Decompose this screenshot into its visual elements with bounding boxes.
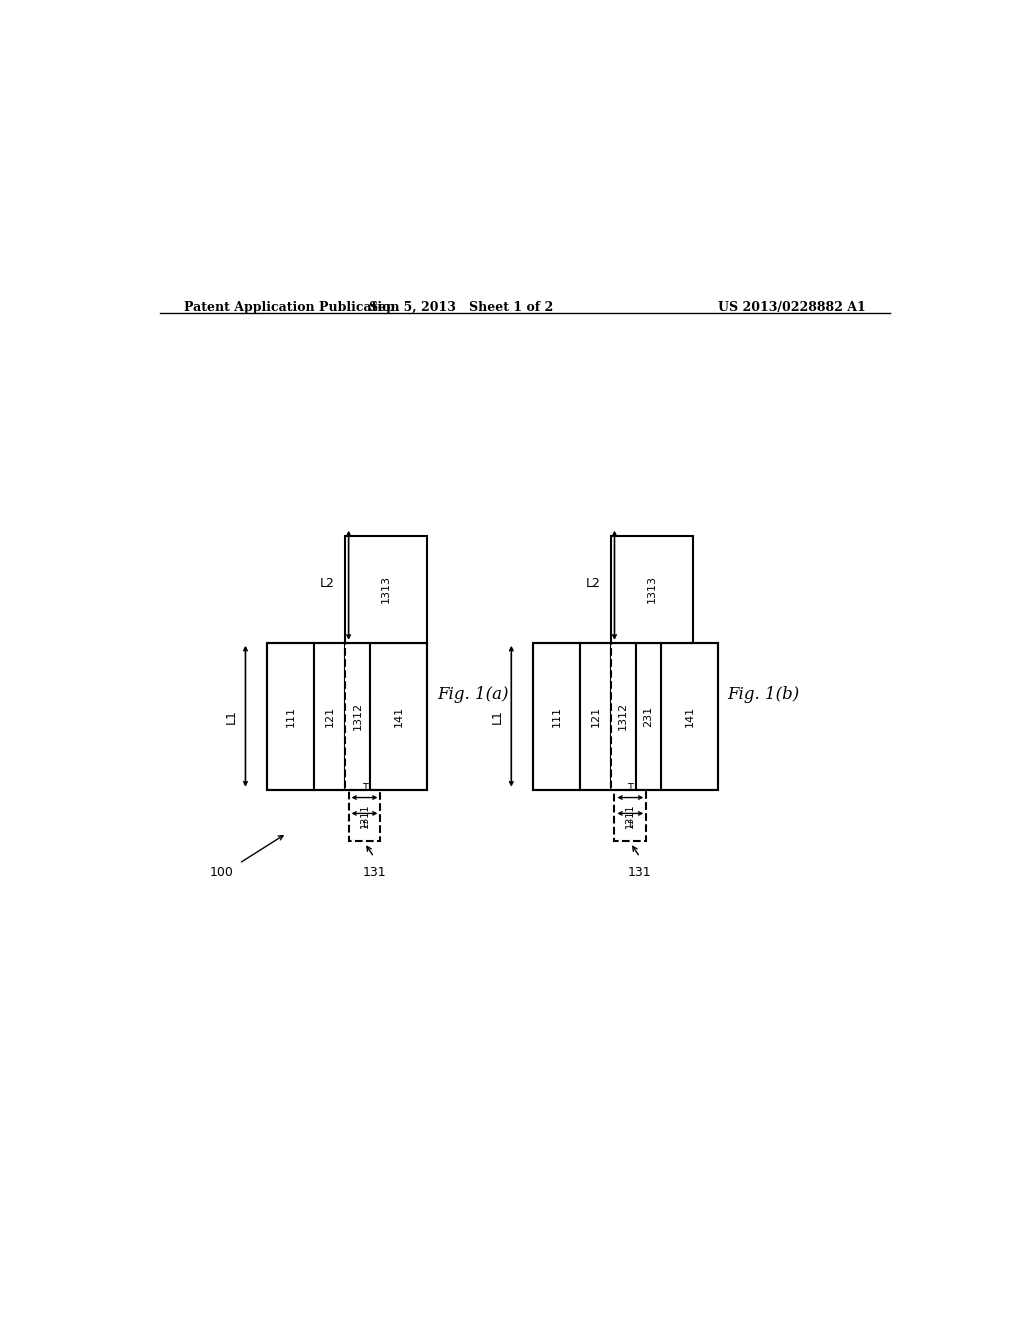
Text: 131: 131 (362, 866, 386, 879)
Bar (345, 643, 370, 789)
Text: L1: L1 (224, 709, 238, 723)
Bar (636, 643, 662, 789)
Text: 111: 111 (552, 706, 561, 727)
Text: Fig. 1(a): Fig. 1(a) (437, 686, 509, 702)
Bar (581, 643, 610, 789)
Text: 1311: 1311 (626, 803, 635, 828)
Bar (370, 643, 427, 789)
Text: T: T (628, 783, 633, 793)
Text: L2: L2 (319, 577, 335, 590)
Text: 1313: 1313 (381, 576, 391, 603)
Bar (345, 536, 427, 643)
Bar (267, 643, 314, 789)
Bar (532, 643, 581, 789)
Text: 1312: 1312 (352, 702, 362, 730)
Text: 1311: 1311 (359, 803, 370, 828)
Text: T: T (361, 783, 368, 793)
Bar (610, 643, 636, 789)
Bar (314, 643, 345, 789)
Text: L2: L2 (586, 577, 600, 590)
Bar (348, 789, 380, 841)
Text: 111: 111 (286, 706, 296, 727)
Bar (614, 789, 646, 841)
Bar (267, 643, 427, 789)
Text: Patent Application Publication: Patent Application Publication (183, 301, 399, 314)
Text: 141: 141 (393, 706, 403, 727)
Text: 121: 121 (591, 706, 600, 727)
Text: 131: 131 (628, 866, 651, 879)
Text: US 2013/0228882 A1: US 2013/0228882 A1 (718, 301, 866, 314)
Bar (662, 643, 719, 789)
Text: 121: 121 (325, 706, 335, 727)
Text: Sep. 5, 2013   Sheet 1 of 2: Sep. 5, 2013 Sheet 1 of 2 (370, 301, 553, 314)
Text: 1313: 1313 (647, 576, 656, 603)
Text: L1: L1 (490, 709, 504, 723)
Text: 100: 100 (210, 866, 233, 879)
Text: Fig. 1(b): Fig. 1(b) (727, 686, 799, 702)
Bar (610, 536, 693, 643)
Text: t: t (629, 820, 632, 829)
Text: 141: 141 (685, 706, 695, 727)
Text: t: t (362, 820, 367, 829)
Bar (532, 643, 719, 789)
Text: 1312: 1312 (618, 702, 628, 730)
Text: 231: 231 (644, 706, 653, 727)
